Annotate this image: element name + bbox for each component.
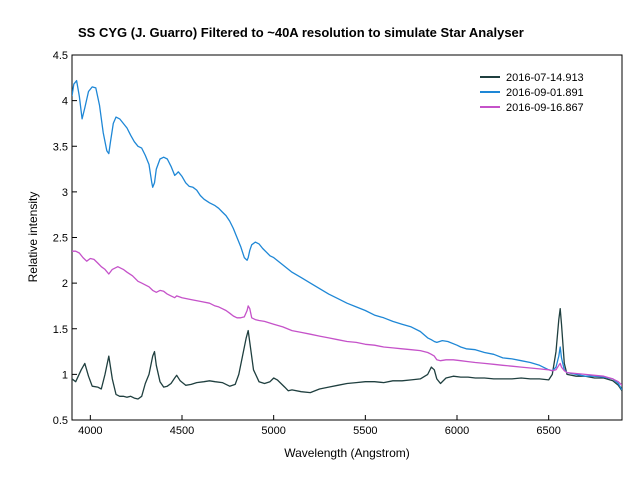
series-line-1 (72, 308, 622, 400)
y-tick-label: 4 (62, 96, 68, 108)
x-tick-label: 5500 (353, 425, 377, 437)
series-group (72, 79, 622, 400)
y-tick-label: 3.5 (53, 141, 68, 153)
x-tick-label: 5000 (261, 425, 285, 437)
y-tick-label: 1 (62, 369, 68, 381)
x-tick-label: 6500 (536, 425, 560, 437)
y-tick-label: 2 (62, 278, 68, 290)
legend: 2016-07-14.913 2016-09-01.891 2016-09-16.8… (480, 72, 584, 114)
series-line-3 (72, 250, 622, 386)
y-tick-label: 4.5 (53, 50, 68, 62)
chart-title: SS CYG (J. Guarro) Filtered to ~40A reso… (78, 25, 524, 40)
y-axis-label: Relative intensity (26, 192, 40, 283)
y-tick-label: 2.5 (53, 233, 68, 245)
y-tick-label: 0.5 (53, 415, 68, 427)
x-tick-label: 4500 (170, 425, 194, 437)
x-tick-label: 6000 (445, 425, 469, 437)
series-line-2 (72, 79, 622, 391)
legend-label-2: 2016-09-01.891 (506, 87, 584, 99)
x-tick-label: 4000 (78, 425, 102, 437)
y-tick-label: 3 (62, 187, 68, 199)
x-axis: 4000 4500 5000 5500 6000 6500 (78, 415, 561, 437)
y-axis: 0.5 1 1.5 2 2.5 3 3.5 4 4.5 (53, 50, 77, 427)
y-tick-label: 1.5 (53, 324, 68, 336)
x-axis-label: Wavelength (Angstrom) (284, 446, 410, 460)
legend-label-3: 2016-09-16.867 (506, 102, 584, 114)
legend-label-1: 2016-07-14.913 (506, 72, 584, 84)
